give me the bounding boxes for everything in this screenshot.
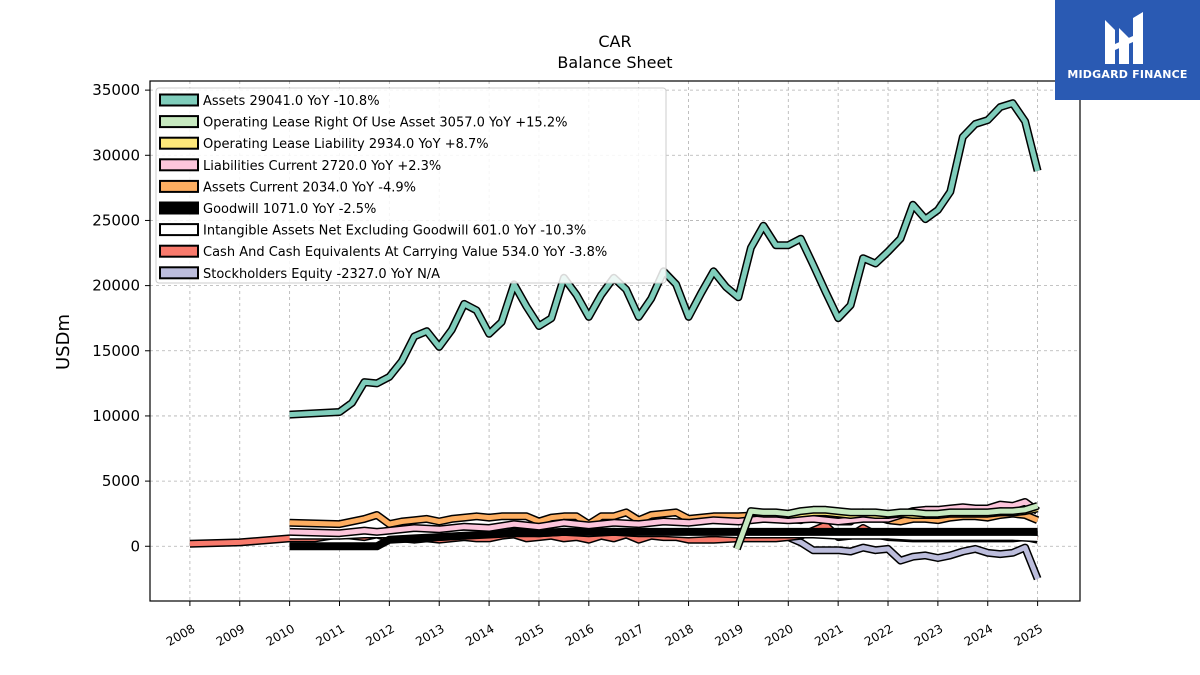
y-tick-label: 20000 xyxy=(92,277,140,295)
series-line xyxy=(289,529,1038,549)
legend-item-liabilities-current: Liabilities Current 2720.0 YoY +2.3% xyxy=(159,158,441,174)
x-tick-label: 2024 xyxy=(962,621,995,648)
series-line xyxy=(289,509,1039,527)
y-tick-label: 25000 xyxy=(92,211,140,229)
series-line xyxy=(734,503,1039,550)
series-stockholders-equity xyxy=(786,533,1042,581)
x-tick-label: 2011 xyxy=(314,621,347,648)
legend-label: Cash And Cash Equivalents At Carrying Va… xyxy=(203,245,607,260)
y-tick-label: 5000 xyxy=(102,472,140,490)
plot-frame xyxy=(149,80,1081,602)
legend-label: Assets 29041.0 YoY -10.8% xyxy=(203,94,380,109)
legend-item-assets-current: Assets Current 2034.0 YoY -4.9% xyxy=(159,179,416,195)
legend-swatch xyxy=(159,158,199,172)
chart-title: CAR xyxy=(598,32,631,51)
x-tick-label: 2017 xyxy=(613,621,646,648)
legend: Assets 29041.0 YoY -10.8% Operating Lease… xyxy=(155,87,667,284)
x-tick-label: 2013 xyxy=(413,621,446,648)
brand-logo: MIDGARD FINANCE xyxy=(1055,0,1200,100)
x-tick-label: 2022 xyxy=(862,621,895,648)
series-assets-current xyxy=(289,508,1040,529)
chart-subtitle: Balance Sheet xyxy=(557,53,672,72)
y-tick-label: 30000 xyxy=(92,146,140,164)
legend-swatch xyxy=(159,266,199,280)
x-tick-label: 2014 xyxy=(463,621,496,648)
legend-swatch xyxy=(159,136,199,150)
legend-frame xyxy=(155,87,667,284)
legend-swatch xyxy=(159,244,199,258)
x-tick-label: 2008 xyxy=(164,621,197,648)
legend-label: Intangible Assets Net Excluding Goodwill… xyxy=(203,224,586,239)
legend-label: Assets Current 2034.0 YoY -4.9% xyxy=(203,180,416,195)
legend-label: Liabilities Current 2720.0 YoY +2.3% xyxy=(203,159,441,174)
series-line xyxy=(289,499,1040,536)
x-tick-label: 2010 xyxy=(264,621,297,648)
x-tick-label: 2019 xyxy=(712,621,745,648)
series-operating-lease-right-of-use-asset xyxy=(733,502,1039,551)
legend-item-assets: Assets 29041.0 YoY -10.8% xyxy=(159,93,380,109)
y-tick-label: 15000 xyxy=(92,342,140,360)
legend-item-operating-lease-liability: Operating Lease Liability 2934.0 YoY +8.… xyxy=(159,136,489,152)
x-tick-label: 2018 xyxy=(663,621,696,648)
legend-swatch xyxy=(159,223,199,237)
x-tick-label: 2016 xyxy=(563,621,596,648)
x-tick-label: 2020 xyxy=(762,621,795,648)
legend-item-operating-lease-right-of-use-asset: Operating Lease Right Of Use Asset 3057.… xyxy=(159,115,567,131)
legend-label: Stockholders Equity -2327.0 YoY N/A xyxy=(203,267,440,282)
legend-swatch xyxy=(159,115,199,129)
legend-item-goodwill: Goodwill 1071.0 YoY -2.5% xyxy=(159,201,376,217)
x-tick-label: 2025 xyxy=(1012,621,1045,648)
series-line xyxy=(787,534,1040,580)
x-tick-label: 2021 xyxy=(812,621,845,648)
series-assets xyxy=(289,99,1042,419)
midgard-logo-icon xyxy=(1105,12,1143,64)
legend-label: Goodwill 1071.0 YoY -2.5% xyxy=(203,202,376,217)
series-goodwill xyxy=(289,527,1038,551)
y-tick-label: 10000 xyxy=(92,407,140,425)
y-axis-label: USDm xyxy=(53,314,74,370)
y-tick-label: 0 xyxy=(130,537,140,555)
series-liabilities-current xyxy=(289,498,1040,538)
legend-swatch xyxy=(159,201,199,215)
legend-item-cash-and-cash-equivalents-at-carrying-value: Cash And Cash Equivalents At Carrying Va… xyxy=(159,244,607,260)
x-tick-label: 2023 xyxy=(912,621,945,648)
legend-item-intangible-assets-net-excluding-goodwill: Intangible Assets Net Excluding Goodwill… xyxy=(159,223,586,239)
x-tick-label: 2012 xyxy=(363,621,396,648)
legend-item-stockholders-equity: Stockholders Equity -2327.0 YoY N/A xyxy=(159,266,440,282)
series-lines xyxy=(189,99,1042,581)
x-tick-label: 2015 xyxy=(513,621,546,648)
x-tick-label: 2009 xyxy=(214,621,247,648)
series-line xyxy=(289,100,1041,418)
legend-label: Operating Lease Right Of Use Asset 3057.… xyxy=(203,116,567,131)
legend-swatch xyxy=(159,93,199,107)
legend-swatch xyxy=(159,179,199,193)
y-tick-label: 35000 xyxy=(92,81,140,99)
brand-name: MIDGARD FINANCE xyxy=(1067,68,1188,81)
legend-label: Operating Lease Liability 2934.0 YoY +8.… xyxy=(203,137,489,152)
